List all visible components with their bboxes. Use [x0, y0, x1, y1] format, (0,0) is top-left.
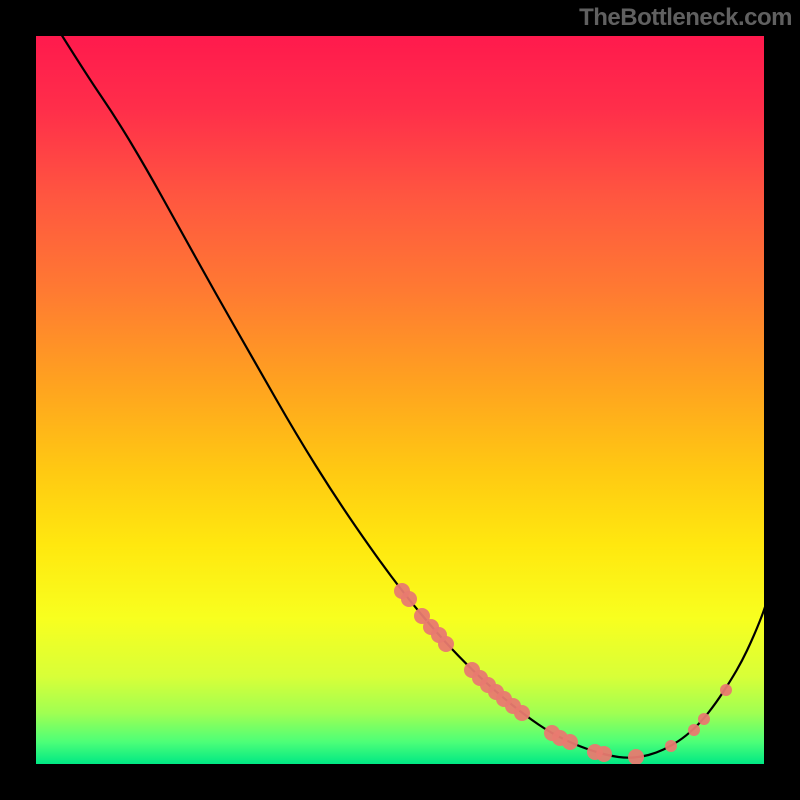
data-marker [514, 705, 530, 721]
chart-container: TheBottleneck.com [0, 0, 800, 800]
data-marker [596, 746, 612, 762]
data-marker [562, 734, 578, 750]
watermark-text: TheBottleneck.com [579, 4, 792, 32]
data-marker [401, 591, 417, 607]
curve-layer [36, 36, 764, 764]
data-markers [394, 583, 732, 764]
bottleneck-curve [56, 36, 764, 758]
data-marker [698, 713, 710, 725]
data-marker [688, 724, 700, 736]
data-marker [665, 740, 677, 752]
data-marker [628, 749, 644, 764]
data-marker [438, 636, 454, 652]
data-marker [720, 684, 732, 696]
plot-area [36, 36, 764, 764]
